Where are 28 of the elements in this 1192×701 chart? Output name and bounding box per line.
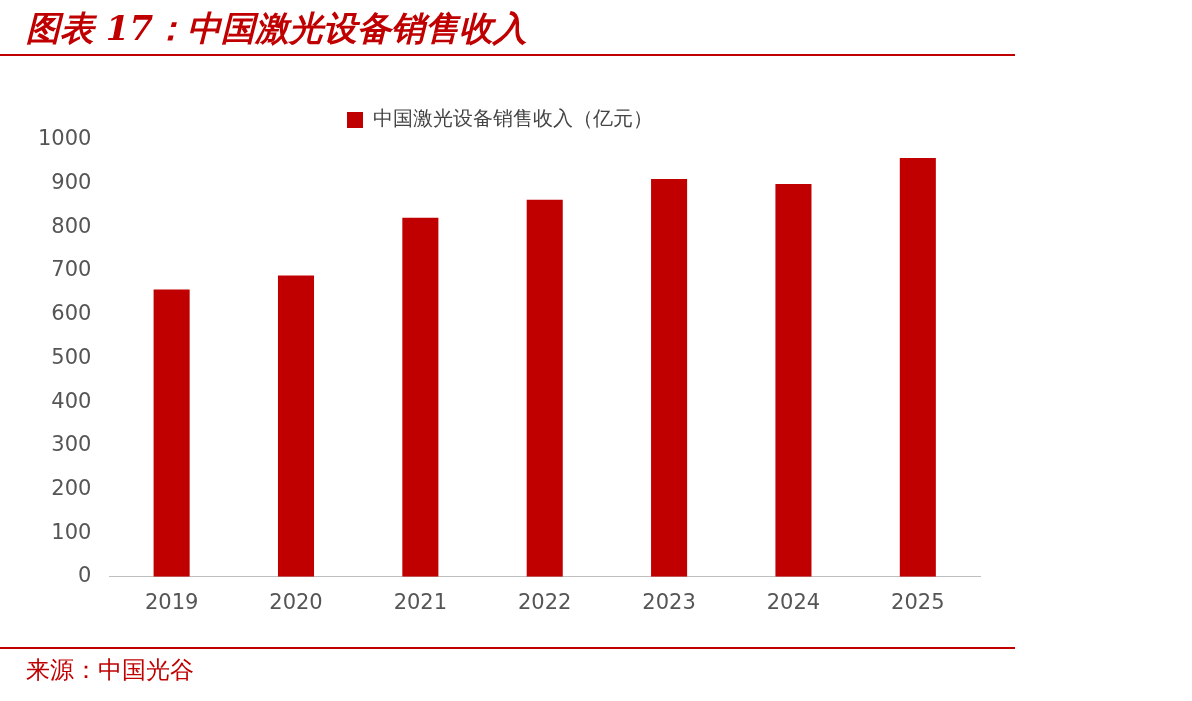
y-tick-label: 0 bbox=[78, 563, 92, 588]
bar bbox=[775, 184, 812, 577]
x-tick-label: 2019 bbox=[144, 589, 199, 614]
x-tick-label: 2025 bbox=[891, 589, 945, 614]
y-tick-label: 900 bbox=[51, 170, 92, 195]
y-tick-label: 600 bbox=[51, 301, 92, 326]
x-tick-label: 2023 bbox=[642, 589, 696, 614]
y-tick-label: 300 bbox=[51, 432, 92, 457]
x-tick-label: 2024 bbox=[766, 589, 821, 614]
x-tick-label: 2020 bbox=[269, 589, 323, 614]
bar bbox=[402, 217, 439, 577]
chart-title: 图表 17：中国激光设备销售收入 bbox=[26, 7, 528, 50]
bar bbox=[526, 199, 563, 577]
y-tick-label: 1000 bbox=[37, 126, 92, 151]
x-tick-label: 2022 bbox=[518, 589, 572, 614]
source-note: 来源：中国光谷 bbox=[26, 655, 194, 686]
x-tick-label: 2021 bbox=[393, 589, 448, 614]
y-tick-label: 200 bbox=[51, 475, 92, 500]
y-tick-label: 700 bbox=[51, 257, 92, 282]
legend-label: 中国激光设备销售收入（亿元） bbox=[373, 106, 653, 131]
bar bbox=[153, 289, 190, 577]
bar bbox=[651, 178, 688, 577]
bar bbox=[277, 275, 315, 577]
y-tick-label: 400 bbox=[51, 388, 92, 413]
y-tick-label: 500 bbox=[51, 344, 92, 369]
y-tick-label: 800 bbox=[51, 213, 92, 238]
bar bbox=[899, 157, 936, 577]
y-tick-label: 100 bbox=[51, 519, 92, 544]
